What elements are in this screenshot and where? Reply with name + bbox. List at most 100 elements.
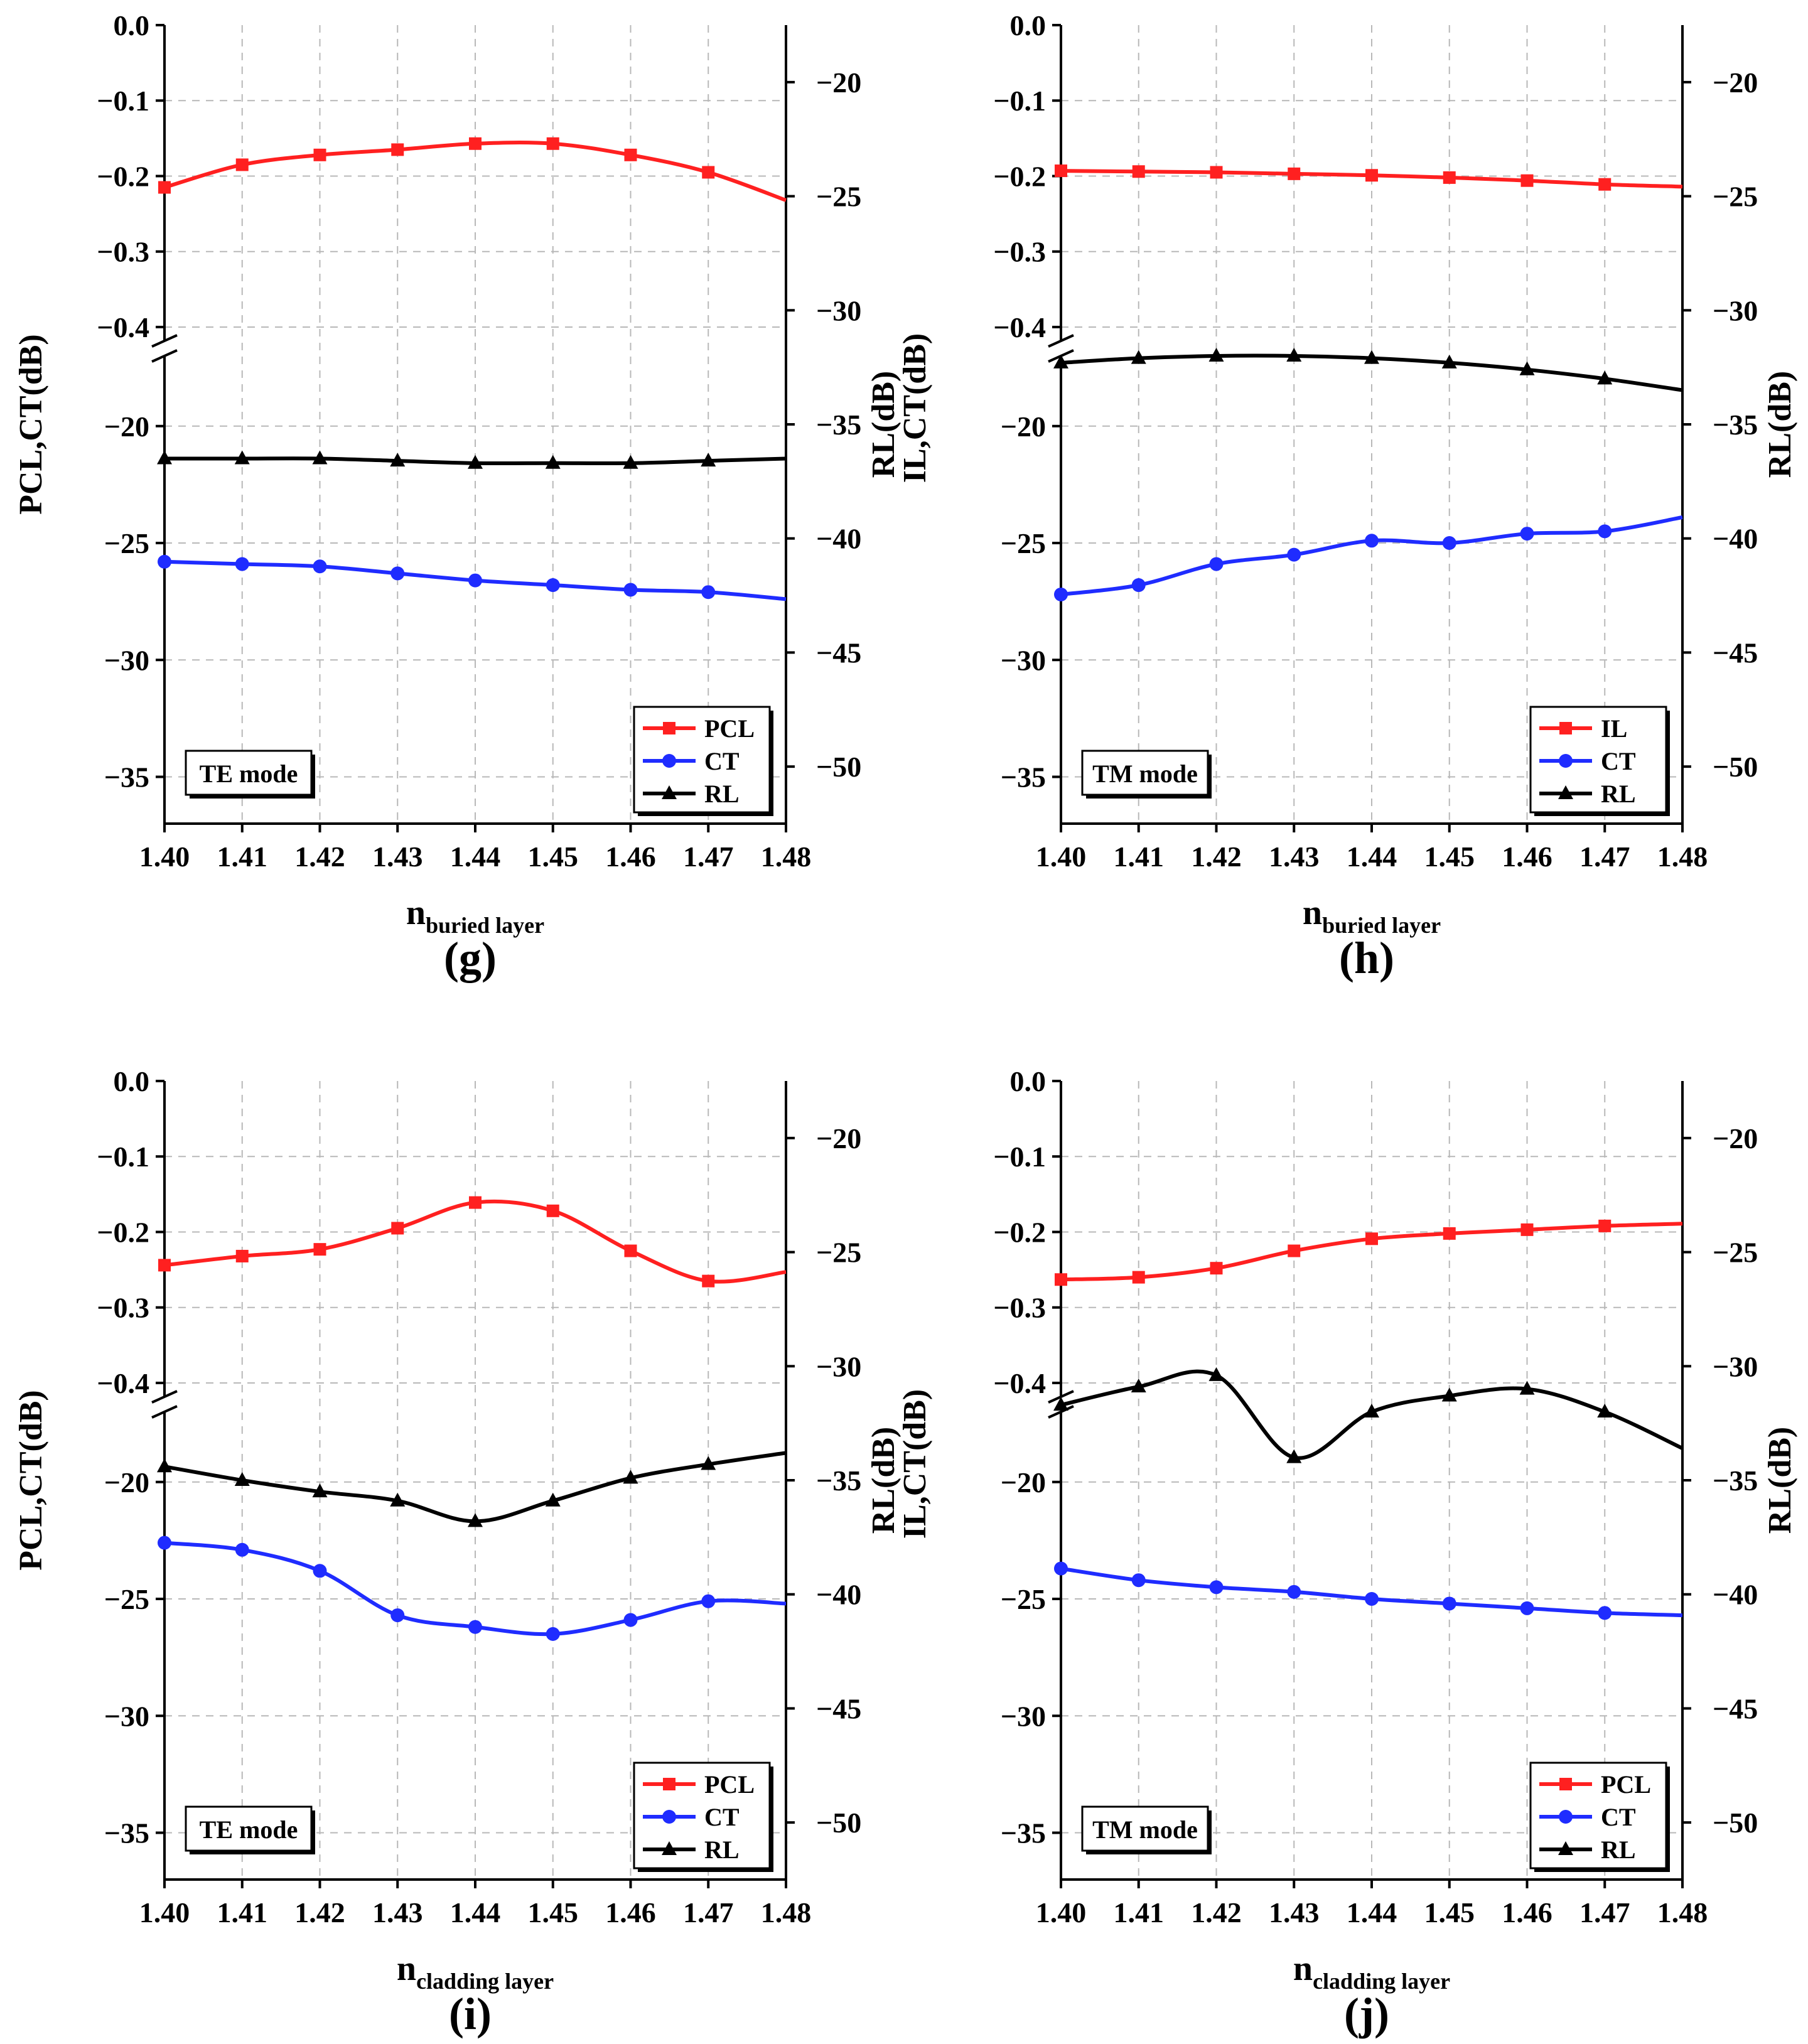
data-point-rl bbox=[312, 450, 328, 465]
y-tick-label-left: −0.1 bbox=[993, 1141, 1046, 1173]
data-point-ct bbox=[1209, 1580, 1224, 1595]
x-axis-title-sub: cladding layer bbox=[416, 1969, 554, 1994]
data-point-ct bbox=[313, 1564, 327, 1578]
y-tick-label-left: −35 bbox=[104, 761, 149, 793]
y-tick-label-right: −40 bbox=[1713, 523, 1758, 555]
legend-marker-ct bbox=[662, 754, 676, 768]
data-point-il bbox=[1598, 178, 1612, 191]
legend-label-ct: CT bbox=[704, 1803, 740, 1831]
mode-label-frame bbox=[185, 1805, 313, 1852]
series-rl bbox=[1053, 1367, 1684, 1463]
data-point-ct bbox=[1598, 1606, 1612, 1620]
series-rl bbox=[157, 450, 787, 469]
y-tick-label-left: −0.1 bbox=[97, 1141, 149, 1173]
y-tick-label-left: −0.2 bbox=[993, 1216, 1046, 1248]
data-point-pcl bbox=[313, 1243, 326, 1256]
series-ct bbox=[1054, 515, 1683, 601]
x-tick-label: 1.42 bbox=[1191, 841, 1242, 873]
data-point-pcl bbox=[702, 1274, 715, 1288]
data-point-rl bbox=[1131, 1378, 1146, 1392]
y-tick-label-right: −35 bbox=[816, 409, 861, 441]
data-point-ct bbox=[1442, 1596, 1456, 1611]
y-tick-label-left: −25 bbox=[104, 527, 149, 559]
x-axis-title-sub: buried layer bbox=[1322, 913, 1441, 938]
y-tick-label-right: −40 bbox=[1713, 1579, 1758, 1611]
x-tick-label: 1.45 bbox=[1424, 841, 1475, 873]
data-point-rl bbox=[234, 1472, 250, 1486]
y-tick-label-left: −0.4 bbox=[993, 311, 1046, 343]
y-tick-label-left: −0.2 bbox=[993, 160, 1046, 192]
data-point-rl bbox=[701, 1456, 716, 1470]
legend-shadow bbox=[1534, 1868, 1670, 1872]
y-tick-label-right: −35 bbox=[816, 1465, 861, 1497]
data-point-ct bbox=[390, 1608, 405, 1623]
data-point-rl bbox=[1131, 350, 1146, 364]
y-tick-label-right: −20 bbox=[1713, 1122, 1758, 1154]
data-point-pcl bbox=[235, 158, 249, 171]
mode-label-box: TM mode bbox=[1081, 1805, 1212, 1854]
x-tick-label: 1.46 bbox=[605, 841, 656, 873]
data-point-pcl bbox=[1443, 1227, 1456, 1240]
data-point-ct bbox=[546, 1627, 560, 1641]
data-point-pcl bbox=[1520, 1223, 1534, 1236]
y-tick-label-right: −40 bbox=[816, 523, 861, 555]
legend-shadow bbox=[1666, 1767, 1670, 1872]
data-point-rl bbox=[1364, 350, 1379, 364]
mode-label: TE mode bbox=[200, 1815, 298, 1844]
legend-marker-pcl bbox=[1559, 1778, 1572, 1790]
y-tick-label-left: −0.3 bbox=[97, 1292, 149, 1324]
y-tick-label-left: −0.1 bbox=[97, 85, 149, 117]
data-point-rl bbox=[701, 453, 716, 467]
series-ct bbox=[1054, 1561, 1683, 1620]
y-tick-label-right: −25 bbox=[816, 1237, 861, 1269]
data-point-il bbox=[1210, 166, 1223, 179]
mode-label-shadow bbox=[1086, 795, 1212, 799]
legend-label-pcl: PCL bbox=[1601, 1770, 1651, 1799]
axis-break-mark bbox=[151, 1390, 178, 1404]
y-tick-label-left: −0.3 bbox=[993, 1292, 1046, 1324]
series-rl bbox=[1053, 347, 1683, 392]
x-tick-label: 1.48 bbox=[1657, 841, 1708, 873]
legend-marker-rl bbox=[662, 785, 677, 799]
data-point-pcl bbox=[1210, 1262, 1223, 1275]
x-tick-label: 1.45 bbox=[528, 841, 579, 873]
x-tick-label: 1.42 bbox=[294, 1896, 345, 1928]
legend-marker-ct bbox=[1559, 1810, 1573, 1824]
y-tick-label-right: −20 bbox=[1713, 67, 1758, 99]
data-point-pcl bbox=[469, 1196, 482, 1209]
data-point-rl bbox=[623, 1470, 638, 1484]
data-point-ct bbox=[1287, 547, 1301, 562]
data-point-rl bbox=[545, 455, 561, 469]
x-axis-title-main: n bbox=[397, 1949, 416, 1988]
y-tick-label-right: −30 bbox=[816, 1350, 861, 1382]
legend-marker-ct bbox=[662, 1810, 676, 1824]
y-tick-label-right: −40 bbox=[816, 1579, 861, 1611]
axis-break-mark bbox=[1048, 1390, 1074, 1404]
data-point-ct bbox=[1054, 1561, 1068, 1576]
legend: IL CT RL bbox=[1529, 706, 1670, 816]
y-tick-label-right: −50 bbox=[816, 1807, 861, 1839]
y-tick-label-right: −25 bbox=[816, 181, 861, 213]
data-point-rl bbox=[157, 1458, 172, 1473]
y-tick-label-right: −45 bbox=[816, 637, 861, 669]
data-point-rl bbox=[1364, 1403, 1379, 1417]
x-tick-label: 1.44 bbox=[1347, 1896, 1397, 1928]
data-point-ct bbox=[701, 1594, 716, 1608]
x-axis-title-sub: buried layer bbox=[426, 913, 544, 938]
data-point-pcl bbox=[158, 1259, 171, 1272]
mode-label: TM mode bbox=[1092, 1815, 1198, 1844]
data-point-pcl bbox=[702, 166, 715, 179]
panel-label: (h) bbox=[1339, 933, 1394, 983]
y-tick-label-left: −30 bbox=[104, 644, 149, 676]
y-tick-label-left: −20 bbox=[104, 1466, 149, 1498]
legend-label-il: IL bbox=[1601, 714, 1627, 743]
axis-break-mark bbox=[1048, 1405, 1074, 1419]
y-axis-title-right: RL(dB) bbox=[866, 1427, 901, 1534]
x-tick-label: 1.43 bbox=[372, 841, 423, 873]
y-tick-label-left: −0.4 bbox=[993, 1367, 1046, 1399]
x-axis-title-main: n bbox=[1293, 1949, 1313, 1988]
y-tick-label-left: −30 bbox=[1001, 1700, 1046, 1732]
y-axis-title-right: RL(dB) bbox=[866, 371, 901, 478]
axis-break-mark bbox=[151, 334, 178, 348]
